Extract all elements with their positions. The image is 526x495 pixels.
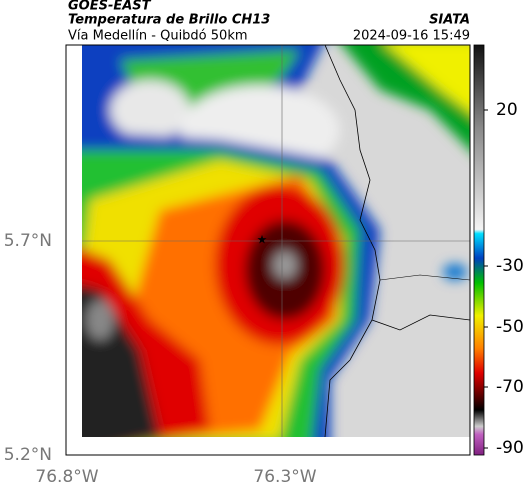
satellite-image: ★ <box>82 45 470 437</box>
agency: SIATA <box>429 13 470 28</box>
lat-tick-label: 5.2°N <box>4 445 52 465</box>
source: GOES-EAST <box>68 0 152 14</box>
map-frame <box>65 44 471 456</box>
colorbar-ticks <box>484 109 488 449</box>
title: Temperatura de Brillo CH13 <box>68 13 270 28</box>
colorbar-label: -90 <box>496 438 524 458</box>
lon-tick-label: 76.3°W <box>253 467 316 487</box>
lon-tick-label: 76.8°W <box>35 467 98 487</box>
colorbar-label: -30 <box>496 256 524 276</box>
lat-tick-label: 5.7°N <box>4 231 52 251</box>
colorbar-label: -50 <box>496 317 524 337</box>
subtitle: Vía Medellín - Quibdó 50km <box>68 29 248 44</box>
svg-text:★: ★ <box>257 233 268 247</box>
colorbar-label: -70 <box>496 377 524 397</box>
colorbar <box>473 44 485 456</box>
datetime: 2024-09-16 15:49 <box>353 29 470 44</box>
colorbar-label: 20 <box>496 100 518 120</box>
